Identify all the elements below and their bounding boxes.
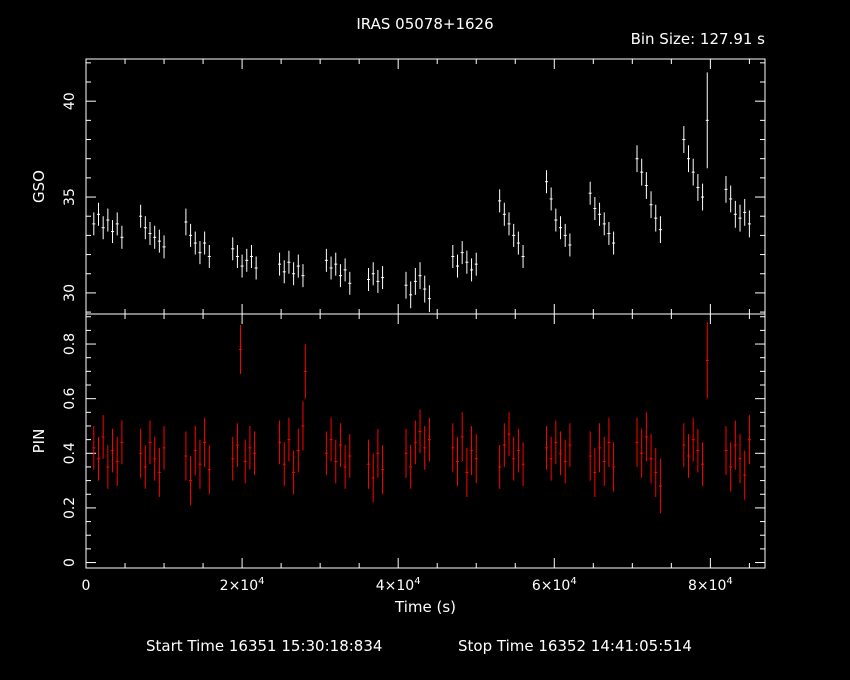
pin-y-tick-label: 0 (62, 558, 78, 567)
x-tick-label: 4×104 (376, 576, 421, 594)
pin-y-tick-label: 0.4 (62, 442, 78, 464)
gso-plot-frame (85, 58, 766, 315)
pin-panel: 0 0.2 0.4 0.6 0.8 PIN 0 2×104 4×104 6×104 8×104 Tim… (30, 313, 766, 616)
gso-y-tick-label: 30 (62, 284, 78, 302)
pin-y-tick-label: 0.8 (62, 333, 78, 355)
pin-y-axis-label: PIN (30, 429, 48, 454)
pin-plot-frame (85, 313, 766, 569)
x-axis-label: Time (s) (394, 598, 456, 616)
gso-y-axis-label: GSO (30, 170, 48, 203)
chart-title: IRAS 05078+1626 (356, 15, 493, 33)
gso-y-tick-label: 40 (62, 92, 78, 110)
bin-size-label: Bin Size: 127.91 s (631, 30, 766, 48)
x-tick-label: 8×104 (688, 576, 733, 594)
gso-y-tick-label: 35 (62, 188, 78, 206)
x-tick-label: 2×104 (220, 576, 265, 594)
pin-y-tick-label: 0.2 (62, 497, 78, 519)
gso-panel: 30 35 40 GSO (30, 58, 766, 315)
x-tick-label: 0 (82, 578, 91, 594)
pin-y-tick-label: 0.6 (62, 387, 78, 409)
footer-stop-time: Stop Time 16352 14:41:05:514 (458, 637, 692, 655)
footer-start-time: Start Time 16351 15:30:18:834 (146, 637, 382, 655)
x-tick-label: 6×104 (532, 576, 577, 594)
